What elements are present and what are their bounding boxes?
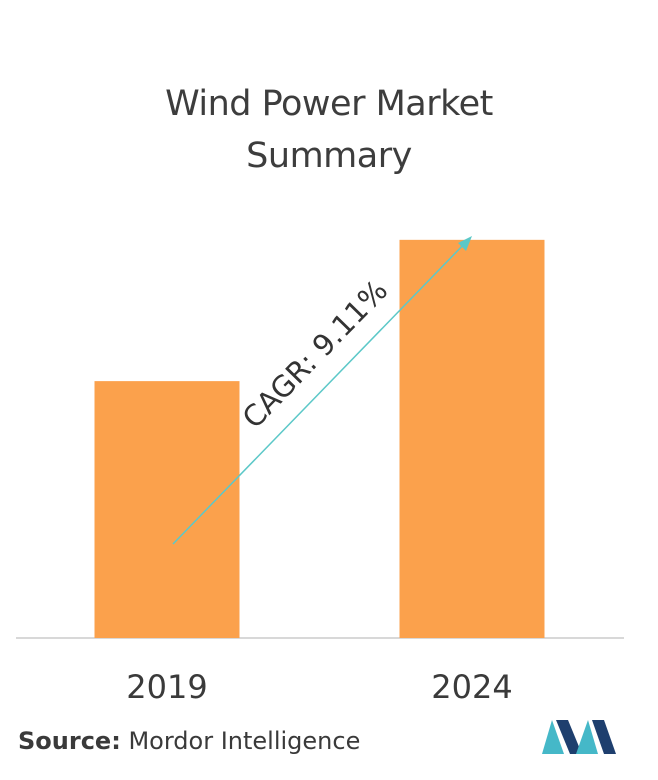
bar-2019 [94,381,240,638]
bar-2024 [399,239,545,638]
cagr-arrowhead [458,236,472,251]
chart-title: Wind Power Market Summary [0,78,658,182]
x-tick-label-2019: 2019 [126,668,207,706]
source-label: Source: [18,727,121,755]
bar-chart: 2019 2024 CAGR: 9.11% [16,236,624,706]
source-value: Mordor Intelligence [128,727,361,755]
chart-title-line-2: Summary [246,136,412,176]
mordor-intelligence-logo-icon [542,720,616,754]
cagr-annotation: CAGR: 9.11% [236,273,395,435]
cagr-arrow [172,239,469,545]
x-tick-label-2024: 2024 [431,668,512,706]
chart-title-line-1: Wind Power Market [165,84,493,124]
source-credit: Source: Mordor Intelligence [18,727,360,755]
